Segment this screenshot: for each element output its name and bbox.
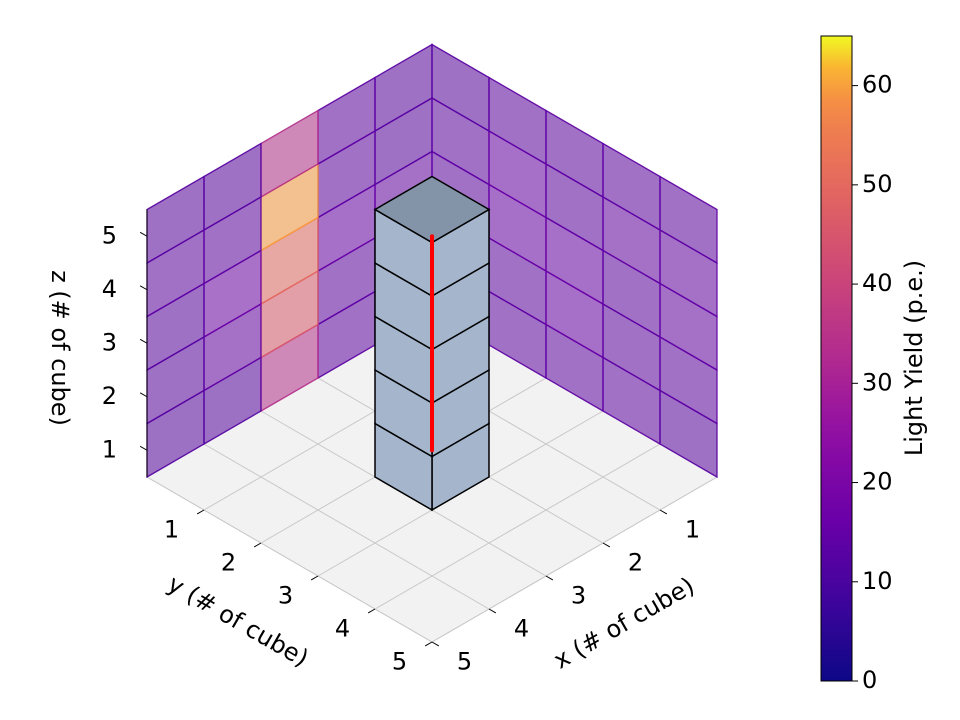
y-tick-mark bbox=[424, 641, 433, 647]
z-tick-label: 5 bbox=[102, 221, 117, 249]
colorbar-tick-label: 20 bbox=[862, 468, 893, 496]
x-tick-mark bbox=[545, 575, 554, 581]
colorbar-tick-label: 30 bbox=[862, 368, 893, 396]
x-tick-label: 4 bbox=[514, 615, 529, 643]
y-tick-mark bbox=[253, 542, 262, 548]
x-tick-mark bbox=[602, 542, 611, 548]
y-tick-mark bbox=[367, 608, 376, 614]
colorbar-tick-label: 50 bbox=[862, 170, 893, 198]
y-tick-mark bbox=[196, 509, 205, 515]
x-tick-mark bbox=[659, 509, 668, 515]
colorbar: 0 10 20 30 40 50 60 Light Yield (p.e.) bbox=[820, 35, 928, 694]
colorbar-tick-label: 40 bbox=[862, 269, 893, 297]
z-tick-label: 4 bbox=[102, 275, 117, 303]
x-tick-label: 5 bbox=[457, 648, 472, 676]
x-tick-label: 2 bbox=[628, 549, 643, 577]
y-tick-label: 1 bbox=[164, 516, 179, 544]
y-tick-label: 3 bbox=[278, 582, 293, 610]
yz-projection-cell bbox=[659, 175, 718, 265]
cube-top-face bbox=[373, 175, 491, 244]
z-tick-mark bbox=[139, 445, 148, 451]
x-tick-mark bbox=[488, 608, 497, 614]
colorbar-gradient bbox=[820, 35, 853, 682]
y-tick-label: 2 bbox=[221, 549, 236, 577]
colorbar-tick-label: 10 bbox=[862, 567, 893, 595]
colorbar-label: Light Yield (p.e.) bbox=[900, 260, 928, 456]
z-tick-mark bbox=[139, 285, 148, 291]
grid-line bbox=[431, 476, 718, 643]
grid-line bbox=[203, 443, 490, 610]
z-tick-label: 2 bbox=[102, 382, 117, 410]
z-tick-label: 1 bbox=[102, 435, 117, 463]
x-tick-mark bbox=[431, 641, 440, 647]
z-axis-label: z (# of cube) bbox=[46, 270, 74, 426]
y-tick-label: 4 bbox=[335, 615, 350, 643]
z-tick-mark bbox=[139, 392, 148, 398]
y-tick-label: 5 bbox=[392, 648, 407, 676]
x-tick-label: 1 bbox=[685, 516, 700, 544]
x-tick-label: 3 bbox=[571, 582, 586, 610]
colorbar-ticks: 0 10 20 30 40 50 60 bbox=[852, 71, 893, 694]
z-tick-mark bbox=[139, 231, 148, 237]
axis-ticks: 1 2 3 4 5 1 2 3 4 5 1 2 3 4 5 bbox=[102, 209, 700, 676]
z-tick-mark bbox=[139, 338, 148, 344]
z-tick-label: 3 bbox=[102, 328, 117, 356]
colorbar-tick-label: 60 bbox=[862, 71, 893, 99]
colorbar-tick-label: 0 bbox=[862, 666, 877, 694]
grid-line bbox=[146, 476, 433, 643]
grid-line bbox=[374, 443, 661, 610]
y-tick-mark bbox=[310, 575, 319, 581]
